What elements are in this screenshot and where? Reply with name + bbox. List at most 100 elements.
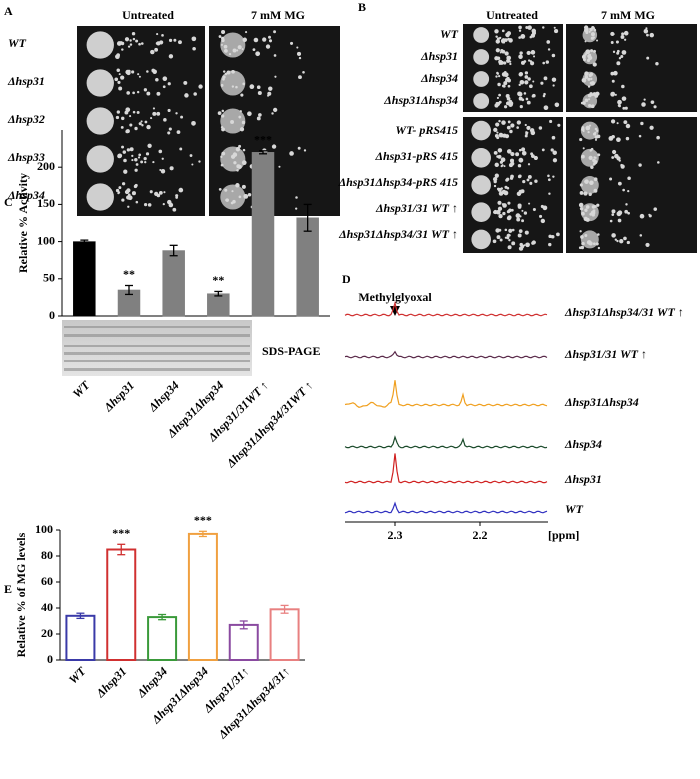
colony [627, 176, 631, 181]
colony [152, 107, 156, 110]
colony [580, 235, 584, 239]
colony [521, 209, 524, 212]
colony [238, 115, 242, 119]
colony [499, 160, 504, 164]
colony [237, 45, 242, 50]
x-tick-label: Δhsp34 [133, 664, 170, 701]
colony [523, 244, 526, 247]
colony [143, 157, 147, 161]
colony [159, 168, 162, 172]
colony [581, 77, 587, 83]
colony [221, 38, 225, 43]
colony [580, 101, 584, 105]
colony [498, 93, 501, 97]
colony [499, 238, 503, 242]
colony [189, 154, 193, 157]
colony [610, 41, 614, 44]
colony [525, 131, 528, 134]
colony [597, 233, 600, 236]
colony [611, 209, 616, 214]
colony [235, 85, 238, 89]
colony [518, 174, 522, 178]
colony [590, 81, 596, 86]
colony [584, 75, 589, 79]
y-tick-label: 150 [37, 196, 55, 210]
error-bar [198, 530, 207, 538]
colony [610, 91, 615, 97]
colony [493, 127, 498, 133]
colony [271, 112, 274, 115]
colony [622, 106, 626, 110]
colony [550, 148, 554, 152]
colony [169, 166, 174, 171]
colony [593, 204, 597, 208]
colony [224, 72, 228, 76]
colony [587, 85, 591, 88]
colony [129, 147, 134, 152]
significance: *** [112, 526, 130, 540]
colony [592, 242, 596, 246]
colony [240, 93, 244, 97]
colony [506, 125, 511, 130]
colony [511, 208, 514, 212]
colony [611, 213, 615, 216]
colony [262, 37, 267, 42]
colony [581, 211, 585, 216]
colony [552, 84, 555, 87]
trace-label: Δhsp31Δhsp34 [564, 395, 639, 409]
colony [518, 157, 524, 163]
colony [533, 55, 536, 58]
colony [498, 59, 503, 64]
colony [255, 51, 261, 57]
colony [497, 82, 501, 87]
error-bar [76, 612, 85, 620]
colony [503, 72, 509, 78]
colony [231, 70, 234, 73]
colony [623, 120, 628, 125]
colony [619, 239, 624, 244]
colony [552, 175, 555, 178]
colony [167, 199, 172, 205]
significance: *** [254, 133, 272, 147]
colony [152, 160, 155, 164]
colony [498, 191, 504, 196]
error-bar [259, 150, 267, 155]
colony [220, 155, 223, 159]
colony [510, 161, 515, 166]
colony [640, 121, 644, 126]
colony [621, 32, 625, 36]
colony [611, 233, 616, 238]
colony [524, 134, 528, 138]
colony [501, 29, 505, 33]
colony [546, 40, 551, 44]
colony [592, 162, 596, 166]
colony [538, 126, 543, 130]
colony [499, 51, 502, 54]
trace-label: Δhsp31Δhsp34/31 WT ↑ [564, 305, 684, 319]
colony [114, 77, 119, 82]
colony [236, 49, 239, 52]
error-bar [214, 290, 223, 297]
x-tick-label: Δhsp31Δhsp34/31WT ↑ [223, 378, 316, 471]
colony [588, 30, 591, 33]
colony [625, 123, 631, 129]
colony [123, 158, 127, 163]
colony [504, 185, 508, 189]
colony [593, 177, 598, 182]
colony [131, 70, 135, 74]
colony [500, 187, 503, 190]
colony [610, 71, 615, 76]
colony [175, 112, 178, 115]
colony [131, 191, 136, 196]
bar [73, 241, 96, 317]
colony [179, 147, 183, 151]
strain-label: WT [8, 36, 27, 50]
colony [656, 135, 660, 140]
colony [527, 174, 532, 179]
colony [507, 245, 512, 250]
colony [136, 90, 140, 94]
colony [127, 205, 130, 208]
colony [503, 190, 509, 196]
colony [615, 40, 619, 44]
colony [621, 50, 627, 55]
